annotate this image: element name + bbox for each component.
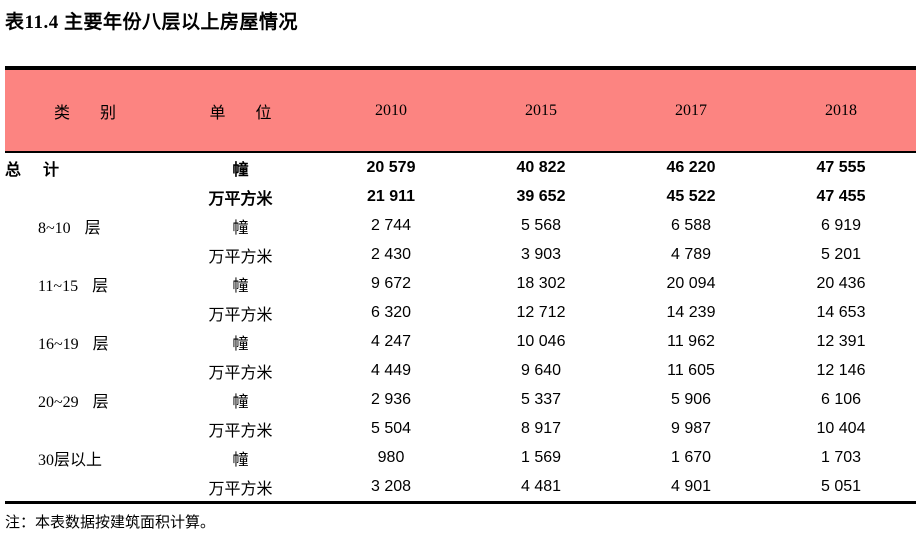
row-value-2018: 20 436 [816, 274, 866, 292]
row-value-2010: 2 430 [370, 245, 412, 263]
row-value-2010: 21 911 [366, 187, 416, 205]
row-value-2010: 20 579 [366, 158, 416, 176]
row-category: 8~10 层 [38, 219, 101, 237]
table-row: 30层以上 幢 980 1 569 1 670 1 703 [5, 443, 916, 472]
header-year-2018: 2018 [825, 101, 857, 119]
row-category: 30层以上 [38, 451, 103, 469]
row-category: 11~15 层 [38, 277, 109, 295]
table-row: 16~19 层 幢 4 247 10 046 11 962 12 391 [5, 327, 916, 356]
row-value-2010: 4 247 [370, 332, 412, 350]
row-value-2017: 5 906 [670, 390, 712, 408]
row-unit: 万平方米 [208, 190, 273, 208]
row-unit: 幢 [232, 335, 249, 353]
row-value-2015: 9 640 [520, 361, 562, 379]
header-year-2017: 2017 [675, 101, 707, 119]
row-value-2018: 12 391 [816, 332, 866, 350]
row-value-2018: 6 106 [820, 390, 862, 408]
header-year-2010: 2010 [375, 101, 407, 119]
table-row: 20~29 层 幢 2 936 5 337 5 906 6 106 [5, 385, 916, 414]
row-unit: 幢 [232, 277, 249, 295]
row-category: 总 计 [5, 161, 60, 179]
row-value-2018: 5 201 [820, 245, 862, 263]
table-row: 11~15 层 幢 9 672 18 302 20 094 20 436 [5, 269, 916, 298]
row-unit: 幢 [232, 161, 249, 179]
row-value-2010: 2 936 [370, 390, 412, 408]
row-unit: 幢 [232, 219, 249, 237]
row-value-2010: 6 320 [370, 303, 412, 321]
table-row: 万平方米 2 430 3 903 4 789 5 201 [5, 240, 916, 269]
row-unit: 万平方米 [208, 248, 273, 266]
row-unit: 幢 [232, 451, 249, 469]
row-unit: 万平方米 [208, 480, 273, 498]
table-header-row: 类 别 单 位 2010 2015 2017 2018 [5, 70, 916, 153]
row-value-2015: 5 337 [520, 390, 562, 408]
table-row: 万平方米 6 320 12 712 14 239 14 653 [5, 298, 916, 327]
row-value-2010: 2 744 [370, 216, 412, 234]
row-value-2017: 6 588 [670, 216, 712, 234]
page-title: 表11.4 主要年份八层以上房屋情况 [5, 12, 298, 33]
table-row: 万平方米 3 208 4 481 4 901 5 051 [5, 472, 916, 501]
header-category: 类 别 [53, 104, 116, 122]
header-unit: 单 位 [209, 104, 272, 122]
row-value-2015: 10 046 [516, 332, 566, 350]
row-value-2017: 4 789 [670, 245, 712, 263]
row-value-2010: 5 504 [370, 419, 412, 437]
row-value-2018: 1 703 [820, 448, 862, 466]
row-value-2010: 980 [377, 448, 405, 466]
statistical-table: 类 别 单 位 2010 2015 2017 2018 总 计 幢 20 579… [5, 66, 916, 504]
row-value-2015: 4 481 [520, 477, 562, 495]
row-value-2017: 1 670 [670, 448, 712, 466]
row-value-2010: 9 672 [370, 274, 412, 292]
row-value-2018: 47 455 [816, 187, 866, 205]
row-value-2015: 18 302 [516, 274, 566, 292]
row-value-2015: 5 568 [520, 216, 562, 234]
row-value-2017: 11 605 [667, 361, 715, 379]
row-unit: 万平方米 [208, 306, 273, 324]
row-value-2017: 9 987 [670, 419, 712, 437]
row-value-2015: 12 712 [516, 303, 566, 321]
row-value-2018: 5 051 [820, 477, 862, 495]
row-value-2015: 1 569 [520, 448, 562, 466]
row-value-2010: 3 208 [370, 477, 412, 495]
row-value-2017: 14 239 [666, 303, 716, 321]
table-body: 总 计 幢 20 579 40 822 46 220 47 555 万平方米 2… [5, 153, 916, 501]
row-category: 16~19 层 [38, 335, 109, 353]
row-value-2017: 45 522 [666, 187, 716, 205]
row-value-2018: 12 146 [816, 361, 866, 379]
row-value-2018: 47 555 [816, 158, 866, 176]
row-category: 20~29 层 [38, 393, 109, 411]
row-value-2018: 10 404 [816, 419, 866, 437]
row-value-2018: 6 919 [820, 216, 862, 234]
table-row: 总 计 幢 20 579 40 822 46 220 47 555 [5, 153, 916, 182]
row-value-2017: 20 094 [666, 274, 716, 292]
table-row: 万平方米 5 504 8 917 9 987 10 404 [5, 414, 916, 443]
row-value-2015: 3 903 [520, 245, 562, 263]
row-value-2010: 4 449 [370, 361, 412, 379]
row-value-2015: 8 917 [520, 419, 562, 437]
table-row: 8~10 层 幢 2 744 5 568 6 588 6 919 [5, 211, 916, 240]
row-unit: 幢 [232, 393, 249, 411]
row-unit: 万平方米 [208, 364, 273, 382]
header-year-2015: 2015 [525, 101, 557, 119]
table-footnote: 注：本表数据按建筑面积计算。 [5, 515, 216, 531]
row-value-2017: 4 901 [670, 477, 712, 495]
row-value-2018: 14 653 [816, 303, 866, 321]
table-row: 万平方米 21 911 39 652 45 522 47 455 [5, 182, 916, 211]
row-value-2017: 11 962 [667, 332, 715, 350]
row-unit: 万平方米 [208, 422, 273, 440]
table-row: 万平方米 4 449 9 640 11 605 12 146 [5, 356, 916, 385]
row-value-2015: 40 822 [516, 158, 566, 176]
row-value-2017: 46 220 [666, 158, 716, 176]
row-value-2015: 39 652 [516, 187, 566, 205]
